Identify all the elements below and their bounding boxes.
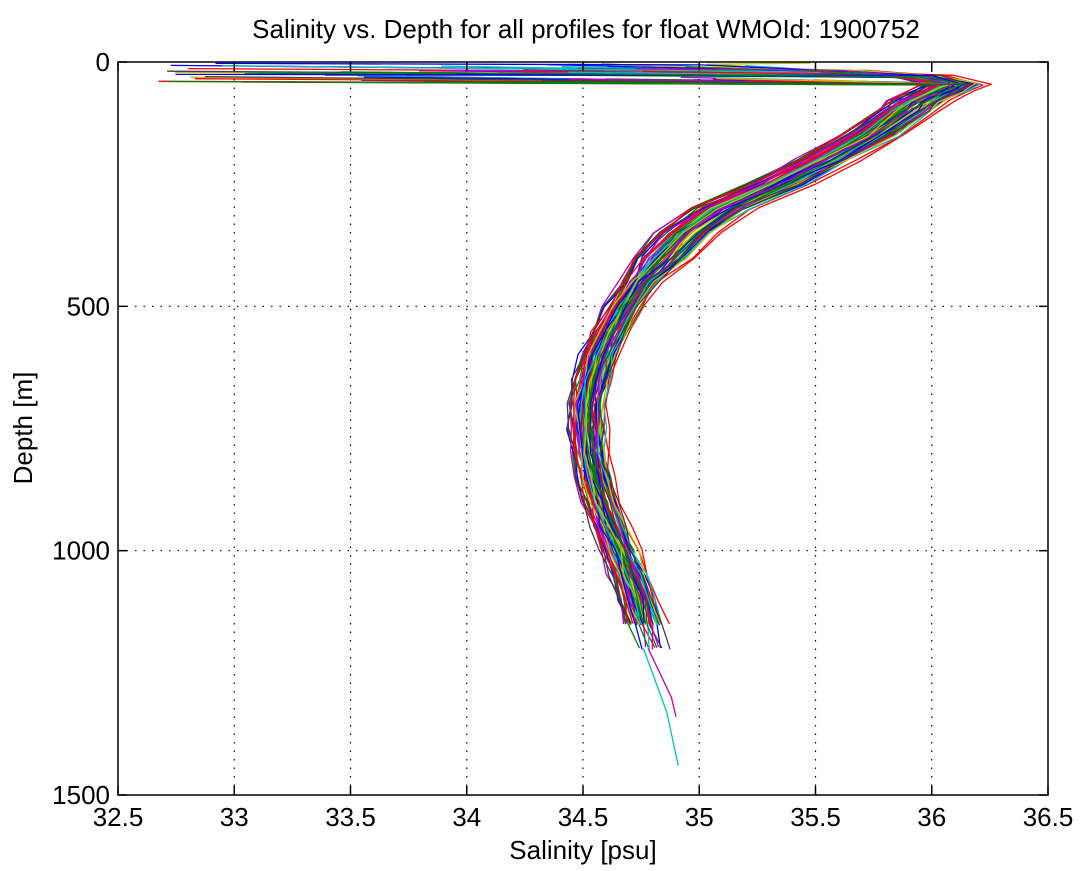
salinity-profile-line xyxy=(568,71,948,624)
deep-profile-line xyxy=(642,648,679,766)
x-tick-label: 33.5 xyxy=(325,802,376,832)
x-axis-label: Salinity [psu] xyxy=(509,835,656,865)
chart-title: Salinity vs. Depth for all profiles for … xyxy=(252,14,920,44)
y-axis-label: Depth [m] xyxy=(8,372,38,485)
salinity-profile-line xyxy=(572,79,923,624)
y-tick-label: 500 xyxy=(67,291,110,321)
salinity-profile-line xyxy=(324,74,971,650)
x-tick-label: 35.5 xyxy=(790,802,841,832)
y-tick-labels: 0 500 1000 1500 xyxy=(52,47,110,810)
x-tick-label: 34.5 xyxy=(558,802,609,832)
x-tick-label: 36 xyxy=(917,802,946,832)
salinity-profile-line xyxy=(567,63,977,625)
x-tick-label: 36.5 xyxy=(1023,802,1074,832)
salinity-profile-line xyxy=(215,62,959,624)
salinity-profile-line xyxy=(205,75,974,625)
profile-lines xyxy=(158,62,992,766)
axis-ticks xyxy=(117,61,1049,796)
x-tick-labels: 32.5 33 33.5 34 34.5 35 35.5 36 36.5 xyxy=(93,802,1074,832)
x-tick-label: 34 xyxy=(452,802,481,832)
salinity-profile-line xyxy=(242,81,944,624)
x-tick-label: 33 xyxy=(220,802,249,832)
x-tick-label: 32.5 xyxy=(93,802,144,832)
y-tick-label: 0 xyxy=(96,47,110,77)
y-tick-label: 1500 xyxy=(52,780,110,810)
salinity-profile-line xyxy=(568,78,977,626)
salinity-profile-line xyxy=(188,67,992,625)
x-tick-label: 35 xyxy=(685,802,714,832)
salinity-profile-line xyxy=(544,73,941,625)
salinity-profile-line xyxy=(340,71,963,623)
salinity-profile-line xyxy=(522,69,984,625)
y-tick-label: 1000 xyxy=(52,536,110,566)
deep-profile-line xyxy=(647,648,677,717)
salinity-profile-line xyxy=(583,77,951,625)
